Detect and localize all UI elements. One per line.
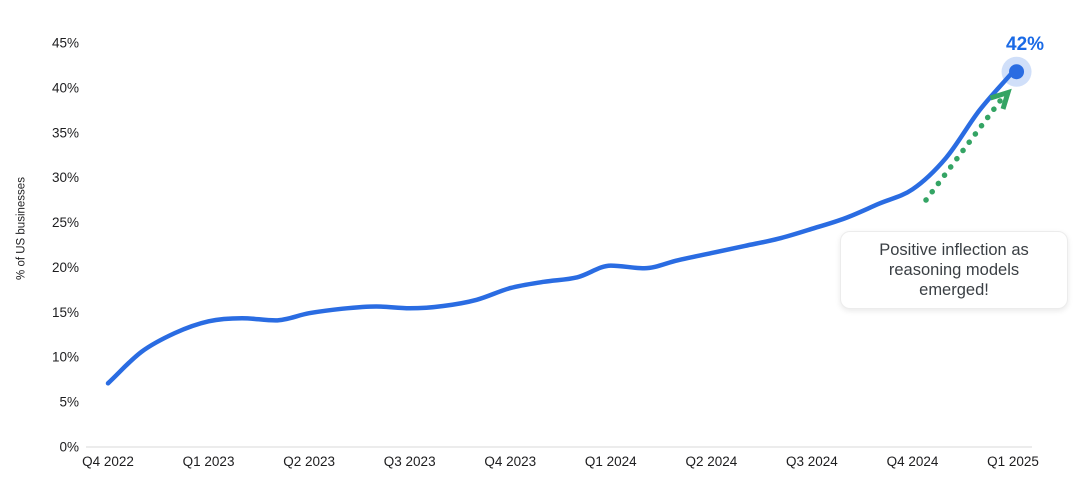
endpoint-marker-dot	[1009, 64, 1025, 80]
y-tick-label: 5%	[59, 395, 79, 410]
y-tick-label: 10%	[52, 350, 79, 365]
x-tick-label: Q3 2024	[786, 454, 838, 469]
y-tick-label: 0%	[59, 440, 79, 455]
x-tick-label: Q4 2022	[82, 454, 134, 469]
x-tick-label: Q1 2025	[987, 454, 1039, 469]
y-tick-label: 30%	[52, 170, 79, 185]
endpoint-value-label: 42%	[1006, 34, 1045, 55]
x-tick-label: Q4 2023	[484, 454, 536, 469]
y-tick-label: 20%	[52, 260, 79, 275]
y-tick-label: 25%	[52, 215, 79, 230]
x-tick-label: Q3 2023	[384, 454, 436, 469]
annotation-callout: Positive inflection as reasoning models …	[840, 231, 1068, 309]
annotation-line-1: Positive inflection as	[879, 241, 1029, 259]
x-tick-label: Q2 2024	[685, 454, 737, 469]
adoption-line-series	[105, 69, 1016, 386]
x-tick-label: Q1 2023	[183, 454, 235, 469]
inflection-arrow-head-icon	[989, 88, 1012, 110]
x-tick-label: Q2 2023	[283, 454, 335, 469]
annotation-line-3: emerged!	[919, 281, 989, 299]
x-tick-label: Q4 2024	[887, 454, 939, 469]
y-tick-label: 45%	[52, 36, 79, 51]
x-axis-ticks: Q4 2022 Q1 2023 Q2 2023 Q3 2023 Q4 2023 Q1 20…	[82, 454, 1039, 469]
y-tick-label: 40%	[52, 80, 79, 95]
y-tick-label: 15%	[52, 305, 79, 320]
annotation-line-2: reasoning models	[888, 261, 1020, 279]
inflection-arrow-dotted-line	[923, 98, 1003, 203]
x-tick-label: Q1 2024	[585, 454, 637, 469]
y-axis-ticks: 0% 5% 10% 15% 20% 25% 30% 35% 40% 45%	[52, 36, 79, 455]
y-tick-label: 35%	[52, 125, 79, 140]
